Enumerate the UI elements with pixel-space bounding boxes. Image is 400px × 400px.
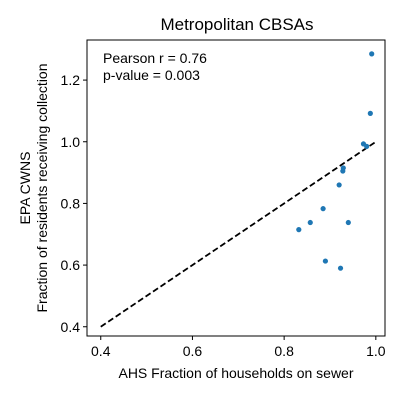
y-tick-label: 0.8 [61,195,81,211]
y-axis-label-line2: Fraction of residents receiving collecti… [34,63,50,312]
data-point [345,219,351,226]
x-tick-label: 0.6 [183,343,203,359]
plot-area [86,39,386,337]
data-point [322,258,328,264]
data-point [337,265,344,271]
pearson-annotation: Pearson r = 0.76 [103,50,207,66]
axes-frame [86,39,386,337]
y-axis: 0.4 0.6 0.8 1.0 1.2 [61,72,87,335]
y-tick-label: 0.4 [61,319,81,335]
data-point [367,110,373,116]
x-tick-label: 0.8 [274,343,294,359]
data-point [307,219,313,226]
data-point [336,182,342,188]
y-tick-label: 0.6 [61,257,81,273]
x-tick-label: 0.4 [91,343,111,359]
chart-title: Metropolitan CBSAs [160,15,313,34]
data-point [296,227,302,233]
data-point [369,51,375,57]
y-tick-label: 1.2 [61,72,81,88]
data-point [364,143,370,149]
y-axis-label-line1: EPA CWNS [17,152,33,225]
x-axis-label: AHS Fraction of households on sewer [118,365,353,381]
x-tick-label: 1.0 [366,343,386,359]
pvalue-annotation: p-value = 0.003 [103,67,200,83]
identity-reference-line [100,141,377,328]
data-points [296,51,375,271]
x-axis: 0.4 0.6 0.8 1.0 [91,336,386,359]
data-point [340,165,346,171]
y-tick-label: 1.0 [61,134,81,150]
data-point [320,206,326,212]
